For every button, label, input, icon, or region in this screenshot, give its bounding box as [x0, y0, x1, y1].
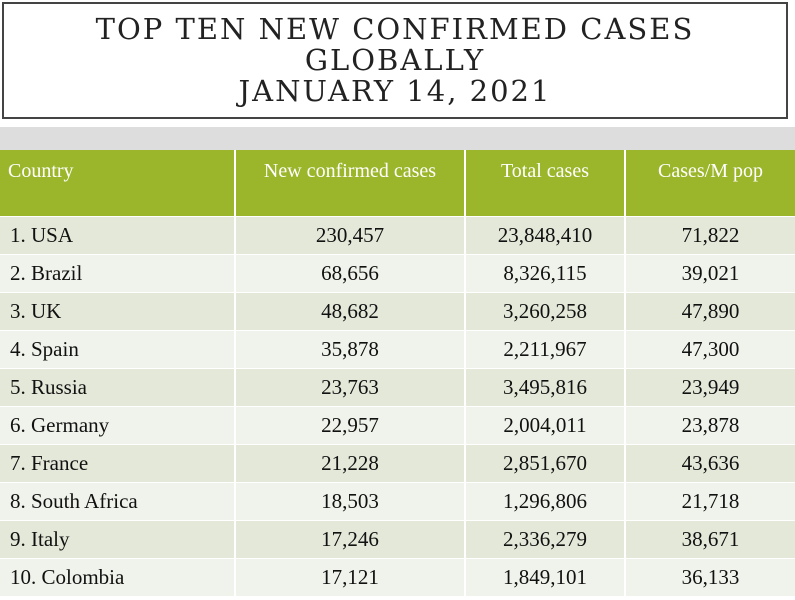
cases-table: Country New confirmed cases Total cases … [0, 150, 795, 596]
table-row: 6. Germany 22,957 2,004,011 23,878 [0, 405, 795, 444]
cell-cases-per-m: 43,636 [625, 443, 795, 482]
table-row: 9. Italy 17,246 2,336,279 38,671 [0, 519, 795, 558]
cell-country: 3. UK [0, 291, 236, 330]
cell-total-cases: 2,851,670 [465, 443, 626, 482]
cell-cases-per-m: 47,300 [625, 329, 795, 368]
title-line-3: JANUARY 14, 2021 [238, 74, 552, 108]
cell-total-cases: 2,336,279 [465, 519, 626, 558]
cell-new-cases: 22,957 [235, 405, 466, 444]
cell-new-cases: 21,228 [235, 443, 466, 482]
title-box: TOP TEN NEW CONFIRMED CASES GLOBALLY JAN… [2, 2, 788, 119]
cell-country: 6. Germany [0, 405, 236, 444]
cell-cases-per-m: 47,890 [625, 291, 795, 330]
cell-total-cases: 2,004,011 [465, 405, 626, 444]
table-header-row: Country New confirmed cases Total cases … [0, 150, 795, 216]
cell-country: 10. Colombia [0, 557, 236, 596]
table-row: 8. South Africa 18,503 1,296,806 21,718 [0, 481, 795, 520]
title-line-1: TOP TEN NEW CONFIRMED CASES [95, 12, 695, 46]
cell-cases-per-m: 23,949 [625, 367, 795, 406]
table-row: 7. France 21,228 2,851,670 43,636 [0, 443, 795, 482]
cell-total-cases: 2,211,967 [465, 329, 626, 368]
cell-cases-per-m: 39,021 [625, 253, 795, 292]
table-row: 4. Spain 35,878 2,211,967 47,300 [0, 329, 795, 368]
cell-total-cases: 3,495,816 [465, 367, 626, 406]
cell-country: 5. Russia [0, 367, 236, 406]
cell-country: 9. Italy [0, 519, 236, 558]
header-new-cases: New confirmed cases [235, 150, 466, 216]
cell-total-cases: 1,296,806 [465, 481, 626, 520]
title-line-2: GLOBALLY [304, 43, 486, 77]
separator-band [0, 127, 795, 154]
cell-country: 4. Spain [0, 329, 236, 368]
cell-new-cases: 35,878 [235, 329, 466, 368]
cell-country: 7. France [0, 443, 236, 482]
cell-country: 8. South Africa [0, 481, 236, 520]
cell-cases-per-m: 38,671 [625, 519, 795, 558]
cell-total-cases: 1,849,101 [465, 557, 626, 596]
table-row: 3. UK 48,682 3,260,258 47,890 [0, 291, 795, 330]
cell-new-cases: 23,763 [235, 367, 466, 406]
header-total-cases: Total cases [465, 150, 626, 216]
header-country: Country [0, 150, 236, 216]
cell-new-cases: 17,246 [235, 519, 466, 558]
cell-new-cases: 17,121 [235, 557, 466, 596]
cell-country: 1. USA [0, 215, 236, 254]
table-container: Country New confirmed cases Total cases … [0, 150, 795, 600]
table-row: 2. Brazil 68,656 8,326,115 39,021 [0, 253, 795, 292]
cell-total-cases: 3,260,258 [465, 291, 626, 330]
table-row: 1. USA 230,457 23,848,410 71,822 [0, 215, 795, 254]
cell-new-cases: 18,503 [235, 481, 466, 520]
header-cases-per-m: Cases/M pop [625, 150, 795, 216]
cell-cases-per-m: 71,822 [625, 215, 795, 254]
cell-new-cases: 48,682 [235, 291, 466, 330]
cell-total-cases: 8,326,115 [465, 253, 626, 292]
cell-new-cases: 230,457 [235, 215, 466, 254]
table-row: 5. Russia 23,763 3,495,816 23,949 [0, 367, 795, 406]
cell-total-cases: 23,848,410 [465, 215, 626, 254]
cell-cases-per-m: 21,718 [625, 481, 795, 520]
cell-country: 2. Brazil [0, 253, 236, 292]
cell-cases-per-m: 23,878 [625, 405, 795, 444]
table-row: 10. Colombia 17,121 1,849,101 36,133 [0, 557, 795, 596]
cell-new-cases: 68,656 [235, 253, 466, 292]
cell-cases-per-m: 36,133 [625, 557, 795, 596]
